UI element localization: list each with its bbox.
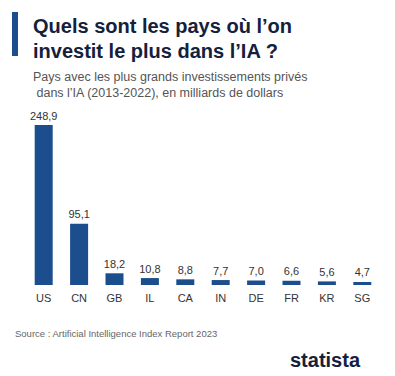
svg-text:Source : Artificial Intelligen: Source : Artificial Intelligence Index R…	[15, 328, 217, 339]
svg-text:statista: statista	[290, 349, 361, 371]
svg-text:SG: SG	[354, 292, 370, 304]
svg-text:KR: KR	[319, 292, 334, 304]
svg-text:CN: CN	[71, 292, 87, 304]
svg-text:US: US	[36, 292, 51, 304]
svg-text:248,9: 248,9	[30, 110, 58, 122]
svg-text:7,7: 7,7	[213, 265, 228, 277]
svg-text:investit le plus dans l’IA ?: investit le plus dans l’IA ?	[33, 40, 278, 62]
svg-text:CA: CA	[178, 292, 194, 304]
svg-text:8,8: 8,8	[178, 264, 193, 276]
svg-text:GB: GB	[107, 292, 123, 304]
svg-text:10,8: 10,8	[139, 263, 160, 275]
svg-text:FR: FR	[284, 292, 299, 304]
svg-text:Pays avec les plus grands inve: Pays avec les plus grands investissement…	[33, 70, 307, 84]
svg-text:IN: IN	[215, 292, 226, 304]
svg-text:4,7: 4,7	[355, 266, 370, 278]
svg-text:6,6: 6,6	[284, 265, 299, 277]
svg-text:Quels sont les pays où l’on: Quels sont les pays où l’on	[33, 15, 298, 37]
svg-text:95,1: 95,1	[68, 208, 89, 220]
svg-text:5,6: 5,6	[319, 266, 334, 278]
svg-text:dans l’IA (2013-2022), en mill: dans l’IA (2013-2022), en milliards de d…	[33, 86, 283, 100]
svg-text:18,2: 18,2	[104, 258, 125, 270]
svg-text:DE: DE	[248, 292, 263, 304]
svg-text:IL: IL	[145, 292, 154, 304]
svg-text:7,0: 7,0	[248, 265, 263, 277]
